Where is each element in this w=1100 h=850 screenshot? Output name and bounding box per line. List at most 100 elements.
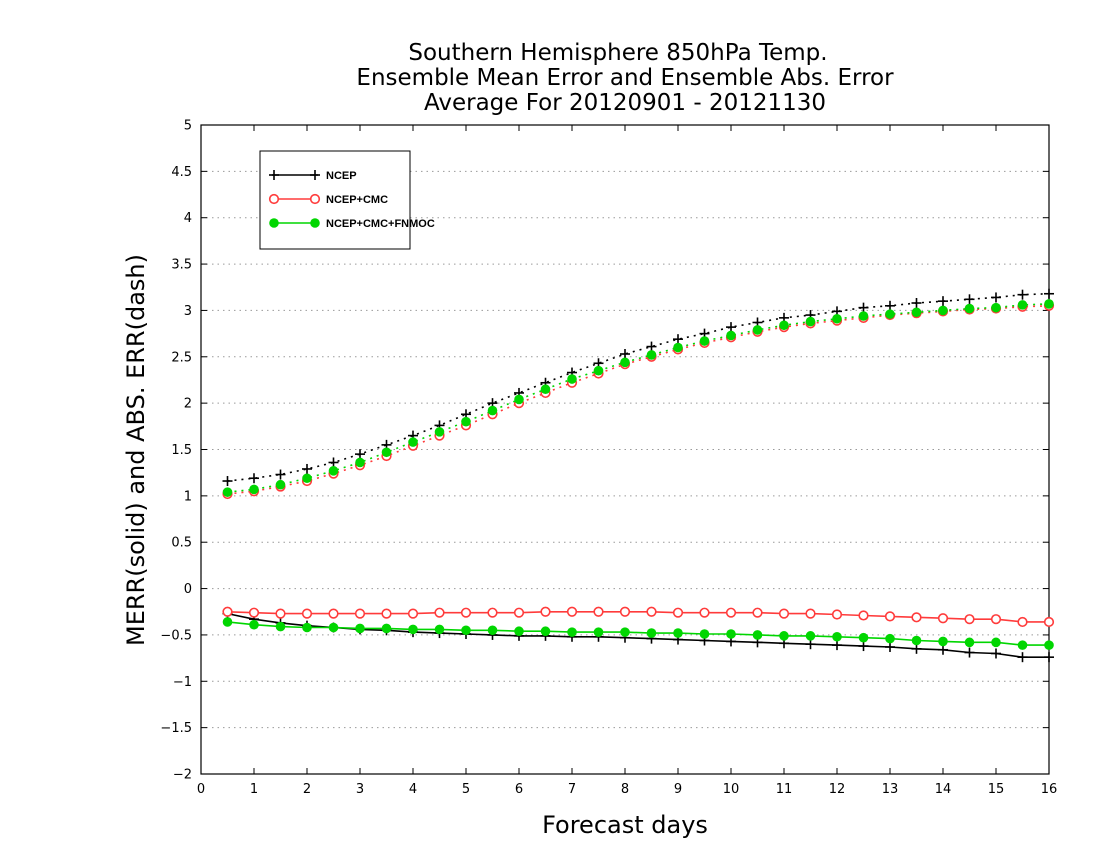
filled-circle-marker [832,313,842,324]
filled-circle-marker [249,484,259,495]
mean-error-points-NCEP+CMC+FNMOC [222,617,1054,650]
plus-marker [885,300,895,311]
filled-circle-marker [646,628,657,638]
filled-circle-marker [269,218,279,228]
filled-circle-marker [514,626,524,637]
open-circle-marker [937,613,949,624]
open-circle-marker [619,606,631,617]
filled-circle-marker [779,631,789,641]
x-tick-label: 12 [829,782,846,797]
open-circle-marker [354,608,366,619]
filled-circle-marker [302,473,312,484]
plus-marker [991,648,1001,659]
plus-marker [832,640,842,651]
open-circle-marker [222,606,233,617]
open-circle-marker [858,610,869,621]
filled-circle-marker [567,627,577,637]
filled-circle-marker [381,447,392,458]
open-circle-marker [268,193,280,205]
open-circle-marker [328,608,339,619]
y-tick-label: −2 [173,768,192,783]
x-tick-label: 6 [515,782,523,797]
open-circle-marker [407,608,419,619]
filled-circle-marker [381,623,392,634]
filled-circle-marker [461,416,471,427]
plus-marker [938,644,948,655]
filled-circle-marker [487,625,498,636]
x-tick-label: 7 [568,782,576,797]
open-circle-marker [752,607,763,618]
y-tick-label: 4.5 [171,165,192,180]
y-tick-label: −1 [173,675,192,690]
grid-lines [201,170,1049,729]
open-circle-marker [805,608,816,619]
legend-label: NCEP [326,170,357,182]
open-circle-marker [381,608,392,619]
y-axis-title: MERR(solid) and ABS. ERR(dash) [122,254,150,646]
open-circle-marker [646,606,657,617]
y-axis: −2 −1.5 −1 −0.5 0 0.5 1 1.5 2 2.5 3 3.5 4 4.5 5 [160,119,1049,783]
chart-title-line-2: Ensemble Mean Error and Ensemble Abs. Er… [356,65,894,91]
open-circle-marker [778,608,790,619]
plus-marker [222,476,233,487]
filled-circle-marker [938,305,948,316]
filled-circle-marker [673,342,683,353]
plus-marker [964,294,975,305]
plus-marker [1017,289,1028,300]
plus-marker [328,457,339,468]
chart-title-line-1: Southern Hemisphere 850hPa Temp. [408,40,827,66]
filled-circle-marker [858,632,869,643]
x-tick-label: 13 [882,782,899,797]
open-circle-marker [911,612,922,623]
y-tick-label: 3 [184,304,192,319]
legend-label: NCEP+CMC+FNMOC [326,218,435,230]
abs-error-line-NCEP [227,292,1050,482]
filled-circle-marker [434,624,445,635]
open-circle-marker [672,607,684,618]
filled-circle-marker [832,631,842,642]
y-tick-label: 4 [184,211,192,226]
plus-marker [938,296,948,307]
x-axis: 0 1 2 3 4 5 6 7 8 9 10 11 12 13 14 15 16 [197,125,1057,797]
plus-marker [673,334,683,345]
plus-marker [269,170,279,180]
filled-circle-marker [1017,300,1028,310]
filled-circle-marker [752,630,763,640]
legend-item: NCEP+CMC [268,193,388,206]
x-tick-label: 3 [356,782,364,797]
filled-circle-marker [408,624,418,635]
plus-marker [302,463,312,474]
filled-circle-marker [964,637,975,648]
y-tick-label: 1.5 [171,443,192,458]
filled-circle-marker [726,330,736,341]
legend-box [259,150,411,250]
filled-circle-marker [567,374,577,384]
open-circle-marker [964,614,975,625]
filled-circle-marker [991,302,1001,313]
plus-marker [726,322,736,333]
plus-marker [991,292,1001,303]
plus-marker [355,449,365,460]
y-tick-label: 1 [184,489,192,504]
mean-error-points-NCEP+CMC [222,606,1055,628]
filled-circle-marker [514,394,524,405]
open-circle-marker [1017,616,1028,628]
open-circle-marker [309,193,321,205]
plus-marker [646,341,657,352]
y-tick-label: 2.5 [171,350,192,365]
filled-circle-marker [885,633,895,644]
filled-circle-marker [355,457,365,468]
x-tick-label: 1 [250,782,258,797]
open-circle-marker [566,606,578,617]
chart-title-line-3: Average For 20120901 - 20121130 [424,90,826,116]
plus-marker [620,349,630,360]
x-tick-label: 2 [303,782,311,797]
filled-circle-marker [461,625,471,636]
plus-marker [858,302,869,313]
filled-circle-marker [328,466,339,476]
mean-error-line-NCEP+CMC+FNMOC [227,621,1049,646]
legend-item: NCEP [269,170,357,182]
filled-circle-marker [249,619,259,630]
plus-marker [249,473,259,484]
